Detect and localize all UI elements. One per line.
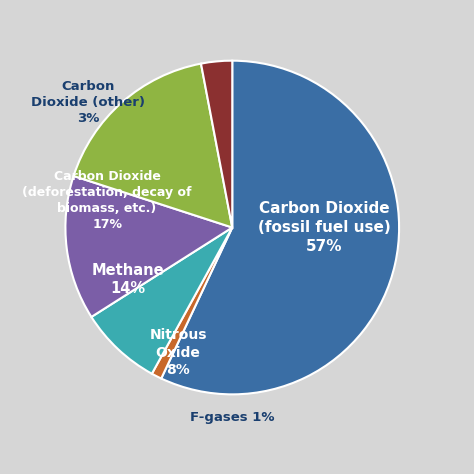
Wedge shape: [201, 61, 232, 228]
Text: Carbon
Dioxide (other)
3%: Carbon Dioxide (other) 3%: [31, 80, 146, 125]
Wedge shape: [152, 228, 232, 378]
Text: Carbon Dioxide
(deforestation, decay of
biomass, etc.)
17%: Carbon Dioxide (deforestation, decay of …: [22, 170, 192, 231]
Text: Nitrous
Oxide
8%: Nitrous Oxide 8%: [149, 328, 207, 377]
Wedge shape: [91, 228, 232, 374]
Wedge shape: [73, 64, 232, 228]
Text: Methane
14%: Methane 14%: [91, 263, 164, 296]
Wedge shape: [65, 176, 232, 317]
Text: Carbon Dioxide
(fossil fuel use)
57%: Carbon Dioxide (fossil fuel use) 57%: [258, 201, 391, 254]
Text: F-gases 1%: F-gases 1%: [190, 411, 274, 424]
Wedge shape: [161, 61, 399, 394]
